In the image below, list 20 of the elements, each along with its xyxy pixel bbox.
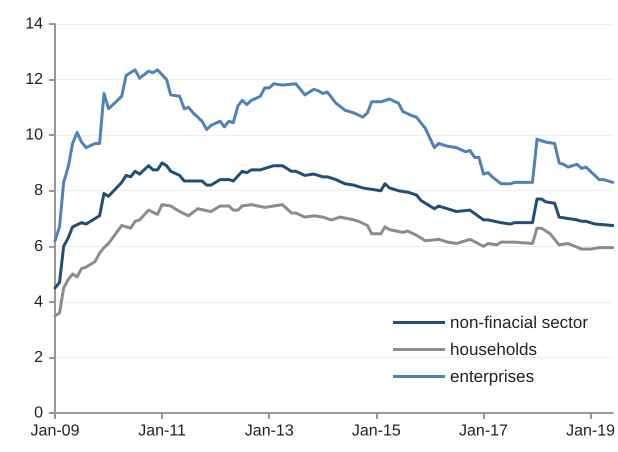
line-series <box>54 68 614 242</box>
y-tick-label: 12 <box>25 71 44 88</box>
x-tick-label: Jan-19 <box>566 422 616 440</box>
y-tick-label: 10 <box>25 126 44 144</box>
y-tick-label: 4 <box>34 293 44 310</box>
y-tick-label: 6 <box>34 238 44 255</box>
x-tick-label: Jan-11 <box>138 422 186 440</box>
y-tick-label: 0 <box>34 404 44 422</box>
legend-label: enterprises <box>450 367 534 386</box>
x-tick-label: Jan-17 <box>459 422 508 440</box>
x-tick-label: Jan-09 <box>30 422 80 440</box>
y-tick-label: 2 <box>34 348 44 366</box>
y-tick-label: 8 <box>34 182 44 200</box>
y-tick-label: 14 <box>25 16 44 32</box>
legend-label: non-finacial sector <box>450 313 588 332</box>
legend-label: households <box>450 340 538 359</box>
line-series <box>54 161 614 290</box>
x-tick-label: Jan-13 <box>244 422 294 440</box>
line-series <box>54 203 614 318</box>
x-tick-label: Jan-15 <box>352 422 401 440</box>
